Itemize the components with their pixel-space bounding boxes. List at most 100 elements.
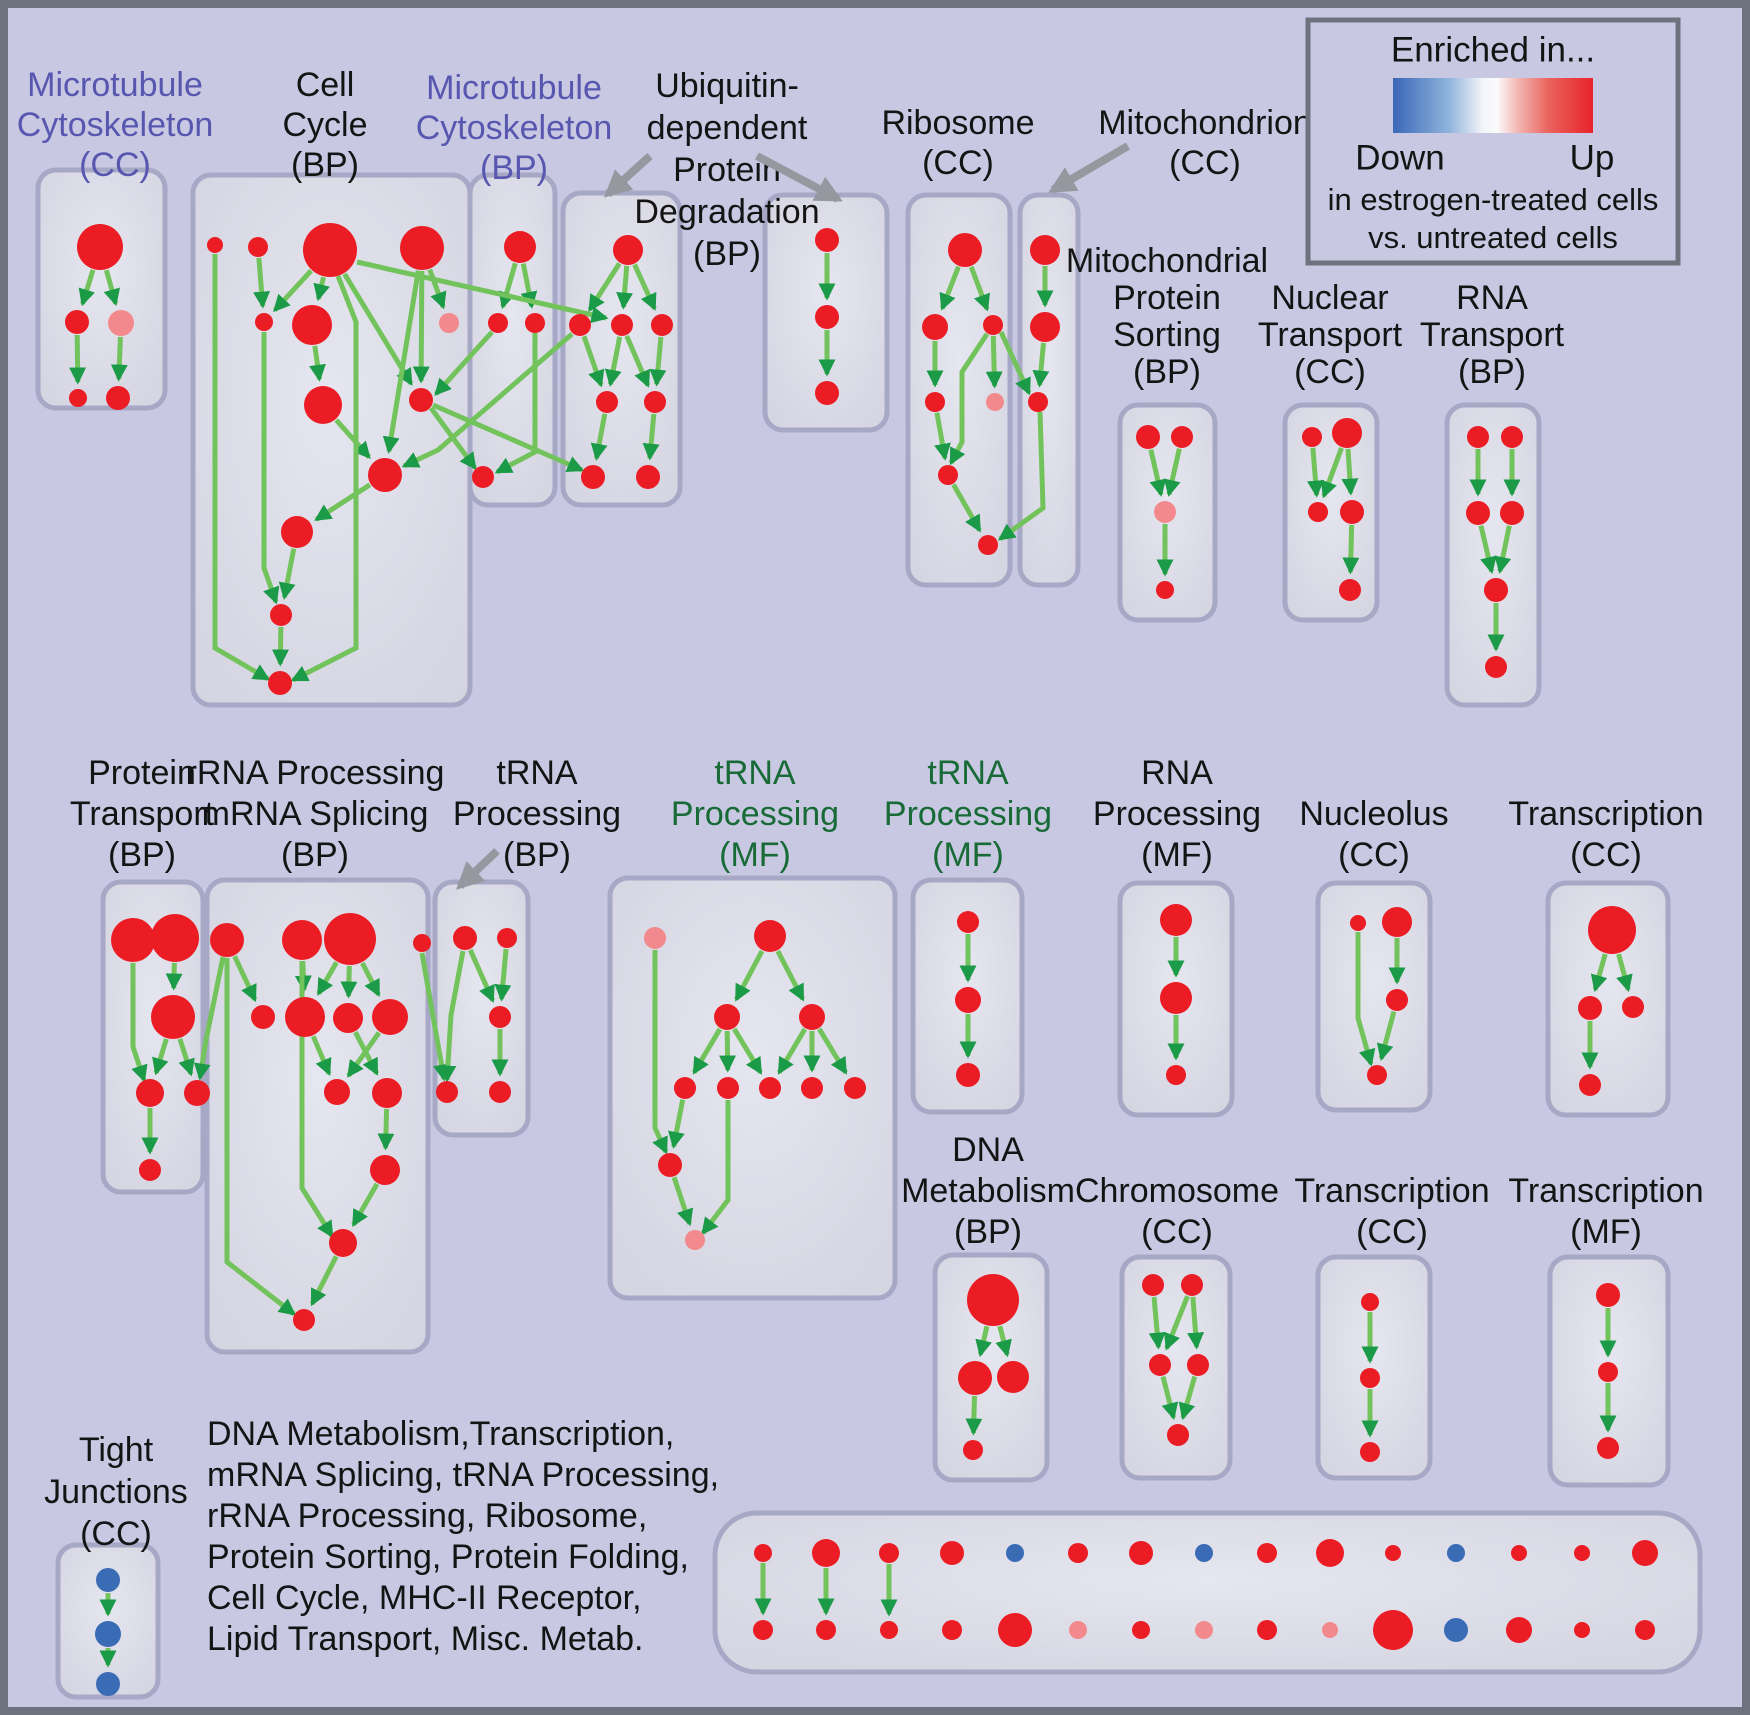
microtubule-cytoskeleton-cc-label-line-2: (CC) [79,146,151,184]
rrna-to-trna-bp [419,952,450,1082]
cell-cycle-bp-edge-8 [334,418,371,459]
microtubule-cytoskeleton-bp-node-2 [525,313,545,333]
dna-metabolism-bp-label-line-0: DNA [952,1131,1024,1169]
rrna-processing-mrna-splicing-bp-edge-10 [309,1255,339,1307]
microtubule-cytoskeleton-cc-edge-0 [78,269,96,307]
ribosome-cc-edge-4 [934,412,951,461]
trna-processing-mf-large-edge-0 [734,949,765,1002]
trna-processing-mf-large-edge-7 [817,1027,848,1075]
nucleolus-cc-edge-1 [1376,1010,1397,1062]
ubiquitin-degradation-bp-node-2 [611,314,633,336]
transcription-cc-upper-node-2 [1622,996,1644,1018]
misc-clusters-box [712,1510,1703,1675]
nucleolus-cc-node-3 [1367,1065,1387,1085]
microtubule-cytoskeleton-cc-node-1 [65,310,89,334]
mitochondrial-protein-sorting-bp-node-2 [1154,501,1176,523]
ubiquitin-degradation-bp-node-1 [569,314,591,336]
dna-metabolism-bp-node-3 [963,1440,983,1460]
cc-hub-to-microtubule-bp [428,406,478,471]
trna-processing-mf-large-edge-8 [668,1099,686,1149]
transcription-cc-lower-box [1315,1254,1433,1481]
ubiquitin-degradation-bp-edge-0 [587,262,622,312]
chromosome-cc-node-1 [1181,1274,1203,1296]
misc-clusters-node-17 [1257,1620,1277,1640]
ribosome-cc-box [905,192,1013,588]
cell-cycle-bp-node-0 [207,237,223,253]
chromosome-cc-label-line-1: (CC) [1141,1213,1213,1251]
note-line-5: Cell Cycle, MHC-II Receptor, [207,1579,642,1617]
note-line-4: Protein Sorting, Protein Folding, [207,1538,689,1576]
ribosome-cc-label-line-0: Ribosome [881,104,1034,142]
transcription-cc-lower-label-line-0: Transcription [1294,1172,1489,1210]
mitochondrial-protein-sorting-bp-edge-1 [1163,448,1182,497]
misc-clusters-node-8 [1006,1544,1024,1562]
protein-transport-bp-node-0 [111,918,155,962]
cell-cycle-bp-edge-10 [278,548,297,600]
trna-processing-mf-large-edge-1 [775,949,806,1002]
legend-up-label: Up [1570,138,1615,177]
misc-clusters-node-24 [1511,1545,1527,1561]
rrna-processing-mrna-splicing-bp-edge-9 [351,1182,380,1228]
tight-junctions-cc-label-line-1: Junctions [44,1473,188,1511]
trna-processing-bp-node-4 [489,1081,511,1103]
microtubule-cytoskeleton-bp-node-3 [472,466,494,488]
nucleolus-cc-label-line-1: (CC) [1338,836,1410,874]
transcription-cc-upper-box [1545,880,1671,1118]
microtubule-bp-inner [494,333,538,475]
trna-processing-mf-large-edge-2 [692,1027,723,1075]
cell-cycle-bp-edge-2 [313,276,330,302]
transcription-cc-upper-node-3 [1579,1074,1601,1096]
chromosome-cc-node-3 [1187,1354,1209,1376]
mitochondrial-protein-sorting-bp-edge-0 [1148,449,1167,497]
legend-down-label: Down [1355,138,1444,177]
mitochondrion-cc-edge-1 [1032,342,1050,388]
rrna-left-long [224,958,297,1316]
cell-cycle-bp-node-6 [439,313,459,333]
nuclear-transport-cc-edge-2 [1341,448,1359,496]
cell-cycle-bp-node-7 [304,386,342,424]
rrna-processing-mrna-splicing-bp-node-12 [293,1309,315,1331]
transcription-cc-upper-node-1 [1578,996,1602,1020]
tight-junctions-cc-node-2 [96,1672,120,1696]
microtubule-cytoskeleton-bp-label-line-2: (BP) [480,149,548,187]
cell-cycle-bp-node-2 [303,223,357,277]
misc-clusters-node-18 [1316,1539,1344,1567]
misc-clusters-node-22 [1447,1544,1465,1562]
chromosome-cc-edge-0 [1148,1296,1166,1350]
rna-transport-bp-edge-2 [1478,525,1497,574]
transcription-cc-lower-node-1 [1360,1368,1380,1388]
trna-processing-mf-large-node-7 [801,1077,823,1099]
transcription-cc-upper-label-line-0: Transcription [1508,795,1703,833]
cell-cycle-bp-node-8 [409,388,433,412]
misc-clusters-node-28 [1632,1540,1658,1566]
tight-junctions-cc-label-line-0: Tight [79,1431,154,1469]
rna-transport-bp-node-5 [1485,656,1507,678]
nuclear-transport-cc-node-2 [1308,502,1328,522]
nuclear-transport-cc-edge-1 [1320,447,1344,499]
rrna-processing-mrna-splicing-bp-box [204,877,431,1355]
rrna-processing-mrna-splicing-bp-node-7 [372,999,408,1035]
note-line-3: rRNA Processing, Ribosome, [207,1497,647,1535]
nucleolus-cc-box [1315,880,1433,1113]
cell-cycle-bp-label-line-1: Cycle [282,106,367,144]
misc-clusters-node-1 [753,1620,773,1640]
ubiquitin-degradation-bp-edge-7 [590,413,608,461]
transcription-cc-lower-node-2 [1360,1442,1380,1462]
trna-processing-mf-large-label-line-0: tRNA [714,754,796,792]
nucleolus-long [1355,932,1376,1067]
transcription-mf-node-1 [1598,1362,1618,1382]
trna-processing-bp-label-line-2: (BP) [503,836,571,874]
rrna-processing-mrna-splicing-bp-edge-2 [316,961,339,996]
annotation-arrow-4 [456,848,500,890]
microtubule-cytoskeleton-cc-edge-1 [103,269,121,307]
cell-cycle-bp-edge-11 [271,626,289,667]
ubiquitin-degradation-bp-edge-5 [624,335,651,388]
ribosome-cc-node-1 [922,314,948,340]
trna-processing-mf-large-node-8 [844,1077,866,1099]
rrna-processing-mrna-splicing-bp-node-10 [370,1155,400,1185]
ubiquitin-degradation-bp-label-line-0: Ubiquitin- [655,67,799,105]
rrna-processing-mrna-splicing-bp-label-line-1: mRNA Splicing [202,795,429,833]
misc-clusters-node-26 [1574,1545,1590,1561]
